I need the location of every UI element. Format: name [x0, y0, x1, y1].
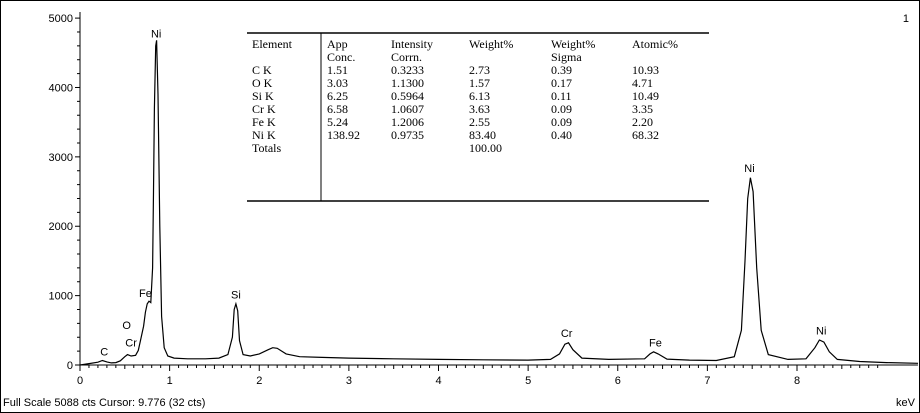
table-cell: 2.55 [469, 115, 490, 129]
table-cell: 4.71 [632, 76, 653, 90]
table-cell: 0.3233 [391, 63, 424, 77]
peak-labels: Ni C O Cr Fe Si Cr Fe Ni Ni [100, 29, 826, 359]
table-cell: 1.51 [327, 63, 348, 77]
table-cell: C K [252, 63, 272, 77]
x-tick-label: 5 [525, 375, 531, 387]
spectrum-number: 1 [903, 13, 909, 25]
table-header-cell: Weight% [469, 37, 513, 51]
table-cell: 0.09 [551, 102, 572, 116]
peak-label: C [100, 346, 108, 358]
x-tick-label: 2 [256, 375, 262, 387]
peak-label: Ni [151, 29, 161, 41]
table-cell: 138.92 [327, 128, 360, 142]
table-cell: 6.25 [327, 89, 348, 103]
table-cell: 0.5964 [391, 89, 424, 103]
table-cell: 10.49 [632, 89, 659, 103]
table-header-cell: Element [252, 37, 293, 51]
x-axis-unit: keV [896, 397, 916, 409]
x-tick-label: 3 [346, 375, 352, 387]
x-tick-label: 8 [794, 375, 800, 387]
peak-label: Fe [649, 337, 662, 349]
table-cell: 68.32 [632, 128, 659, 142]
table-cell: Cr K [252, 102, 276, 116]
table-cell: 83.40 [469, 128, 496, 142]
table-cell: 5.24 [327, 115, 348, 129]
status-readout: Full Scale 5088 cts Cursor: 9.776 (32 ct… [3, 397, 205, 409]
table-cell: Totals [252, 141, 281, 155]
x-tick-label: 4 [435, 375, 441, 387]
peak-label: O [122, 320, 131, 332]
peak-label: Fe [139, 288, 152, 300]
peak-label: Si [231, 289, 241, 301]
peak-label: Ni [816, 325, 826, 337]
table-header-cell: Atomic% [632, 37, 678, 51]
table-header-cell: App [327, 37, 348, 51]
table-cell: Ni K [252, 128, 276, 142]
y-axis-ticks: 0 1000 2000 3000 4000 5000 [49, 13, 80, 372]
table-cell: 3.35 [632, 102, 653, 116]
table-cell: 0.09 [551, 115, 572, 129]
y-tick-label: 2000 [49, 221, 73, 233]
table-cell: 3.63 [469, 102, 490, 116]
y-tick-label: 4000 [49, 82, 73, 94]
table-header-cell: Conc. [327, 50, 355, 64]
table-cell: 3.03 [327, 76, 348, 90]
table-cell: Fe K [252, 115, 276, 129]
table-cell: 1.1300 [391, 76, 424, 90]
table-cell: 6.13 [469, 89, 490, 103]
table-cell: 1.57 [469, 76, 490, 90]
table-cell: 0.17 [551, 76, 572, 90]
spectrum-line [79, 40, 919, 366]
table-header-cell: Corrn. [391, 50, 422, 64]
table-header-cell: Weight% [551, 37, 595, 51]
peak-label: Ni [744, 163, 754, 175]
x-axis-ticks: 0 1 2 3 4 5 6 7 8 [77, 365, 879, 387]
table-cell: 0.39 [551, 63, 572, 77]
table-cell: 2.20 [632, 115, 653, 129]
table-header-cell: Intensity [391, 37, 433, 51]
table-cell: O K [252, 76, 273, 90]
y-tick-label: 5000 [49, 13, 73, 25]
table-cell: 1.2006 [391, 115, 424, 129]
y-tick-label: 1000 [49, 291, 73, 303]
y-tick-label: 3000 [49, 152, 73, 164]
x-tick-label: 0 [77, 375, 83, 387]
table-cell: Si K [252, 89, 274, 103]
table-header-cell: Sigma [551, 50, 582, 64]
table-cell: 1.0607 [391, 102, 424, 116]
x-tick-label: 1 [167, 375, 173, 387]
table-cell: 0.11 [551, 89, 572, 103]
peak-label: Cr [561, 328, 573, 340]
table-cell: 0.40 [551, 128, 572, 142]
table-cell: 0.9735 [391, 128, 424, 142]
peak-label: Cr [125, 337, 137, 349]
table-cell: 2.73 [469, 63, 490, 77]
x-tick-label: 6 [615, 375, 621, 387]
x-tick-label: 7 [704, 375, 710, 387]
table-cell: 10.93 [632, 63, 659, 77]
y-tick-label: 0 [67, 360, 73, 372]
table-cell: 100.00 [469, 141, 502, 155]
table-cell: 6.58 [327, 102, 348, 116]
